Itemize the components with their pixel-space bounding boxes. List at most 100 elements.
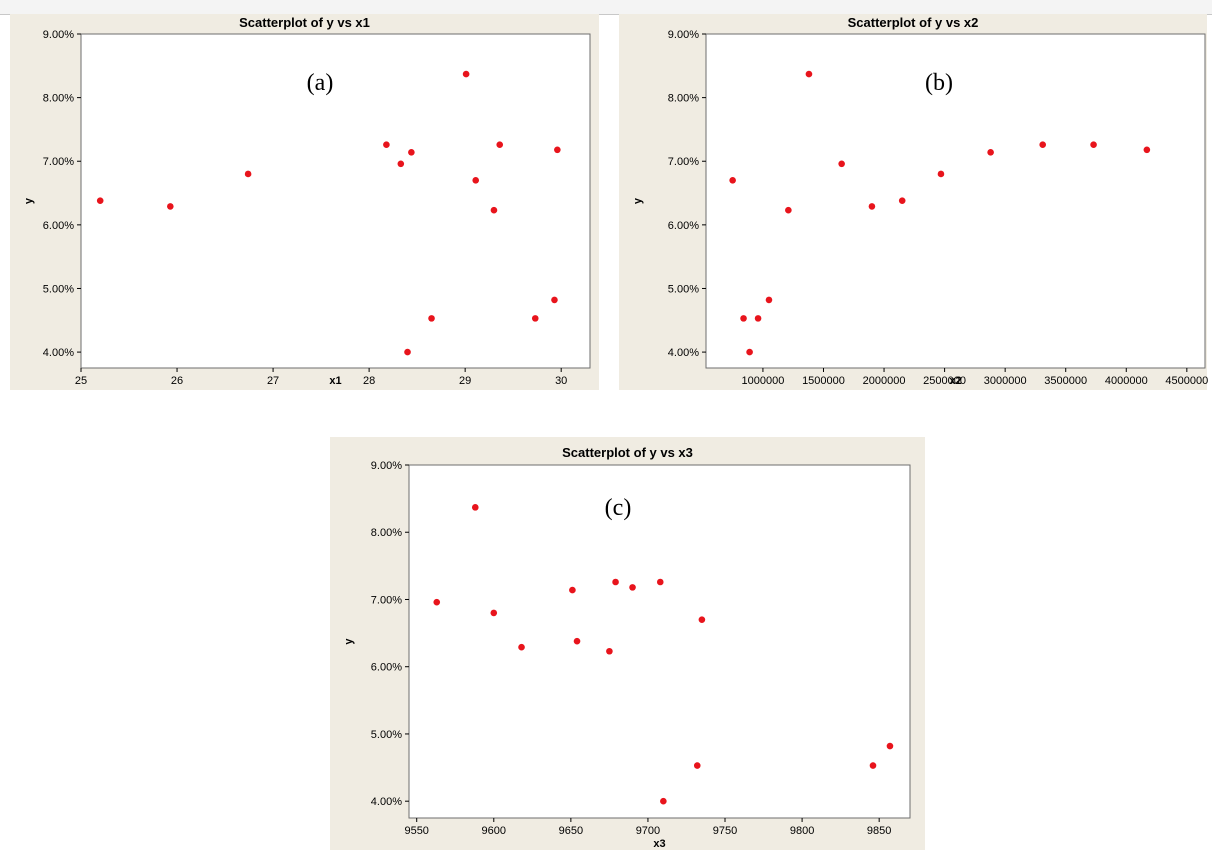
y-tick-label-x3: 5.00%	[371, 729, 402, 741]
x-tick-label-x1: 25	[75, 375, 87, 387]
scatterplot-x3-svg: Scatterplot of y vs x3 4.00% 5.00% 6.00% 7.0…	[343, 445, 911, 850]
y-tick-label-x1: 7.00%	[43, 156, 74, 168]
data-point-x2	[987, 149, 994, 156]
x-tick-label-x3: 9600	[482, 825, 506, 837]
y-axis-label-x1: y	[23, 197, 35, 204]
panel-label-x2: (b)	[925, 70, 953, 96]
x-tick-label-x2: 3500000	[1044, 375, 1087, 387]
data-point-x2	[754, 315, 762, 322]
x-tick-label-x1: 30	[555, 375, 567, 387]
data-point-x2	[805, 70, 813, 78]
data-point-x3	[693, 762, 701, 769]
data-point-x3	[518, 643, 525, 651]
data-point-x3	[629, 584, 636, 591]
data-point-x3	[471, 504, 479, 511]
y-tick-label-x2: 8.00%	[668, 93, 699, 105]
data-point-x1	[531, 315, 539, 322]
x-tick-label-x1: 29	[459, 375, 471, 387]
data-point-x2	[785, 206, 792, 214]
data-point-x3	[433, 598, 441, 606]
data-point-x1	[462, 70, 470, 78]
y-axis-label-x2: y	[632, 197, 644, 204]
x-tick-label-x1: 27	[267, 375, 279, 387]
x-tick-label-x2: 1000000	[742, 375, 785, 387]
x-tick-label-x2: 4000000	[1105, 375, 1148, 387]
y-tick-label-x1: 6.00%	[43, 220, 74, 232]
scatterplot-x2-svg: Scatterplot of y vs x2 4.00% 5.00% 6.00% 7.0…	[632, 15, 1208, 387]
y-tick-label-x2: 6.00%	[668, 220, 699, 232]
scatterplot-x1-svg: Scatterplot of y vs x1 4.00% 5.00% 6.00% 7.0…	[23, 15, 591, 387]
data-point-x3	[869, 762, 877, 769]
data-point-x1	[496, 141, 504, 148]
y-tick-label-x3: 6.00%	[371, 662, 402, 674]
ruler-strip	[0, 0, 1212, 15]
data-point-x1	[397, 160, 405, 168]
data-point-x1	[244, 170, 252, 178]
chart-title-x3: Scatterplot of y vs x3	[562, 445, 693, 460]
y-tick-label-x3: 4.00%	[371, 796, 402, 808]
y-tick-label-x1: 9.00%	[43, 29, 74, 41]
data-point-x1	[408, 149, 415, 156]
x-tick-label-x3: 9800	[790, 825, 814, 837]
y-tick-label-x2: 7.00%	[668, 156, 699, 168]
x-axis-label-x1: x1	[329, 375, 341, 387]
x-tick-label-x3: 9850	[867, 825, 891, 837]
x-tick-label-x2: 4500000	[1165, 375, 1208, 387]
plot-area-x2	[705, 33, 1206, 369]
data-point-x3	[612, 578, 619, 586]
data-point-x3	[886, 742, 894, 750]
data-point-x1	[428, 315, 435, 322]
y-axis-label-x3: y	[343, 638, 355, 645]
x-tick-label-x3: 9700	[636, 825, 660, 837]
data-point-x3	[490, 609, 498, 617]
data-point-x2	[868, 203, 876, 210]
y-tick-label-x3: 7.00%	[371, 594, 402, 606]
x-tick-label-x3: 9750	[713, 825, 737, 837]
x-tick-label-x2: 2500000	[923, 375, 966, 387]
y-tick-label-x3: 9.00%	[371, 460, 402, 472]
x-axis-label-x3: x3	[653, 838, 665, 850]
data-point-x1	[96, 197, 104, 204]
chart-title-x2: Scatterplot of y vs x2	[848, 15, 979, 30]
data-point-x3	[660, 797, 667, 805]
y-tick-label-x1: 5.00%	[43, 283, 74, 295]
x-tick-label-x2: 2000000	[863, 375, 906, 387]
y-tick-label-x3: 8.00%	[371, 527, 402, 539]
x-tick-label-x3: 9650	[559, 825, 583, 837]
data-point-x1	[167, 203, 174, 210]
y-tick-label-x1: 8.00%	[43, 93, 74, 105]
data-point-x2	[937, 170, 945, 178]
plot-area-x3	[408, 464, 911, 819]
data-point-x2	[729, 177, 736, 184]
x-tick-label-x2: 3000000	[984, 375, 1027, 387]
data-point-x1	[383, 141, 390, 148]
scatterplot-x1-panel: Scatterplot of y vs x1 4.00% 5.00% 6.00% 7.0…	[10, 14, 599, 390]
scatterplot-x2-panel: Scatterplot of y vs x2 4.00% 5.00% 6.00% 7.0…	[619, 14, 1208, 390]
x-tick-label-x3: 9550	[404, 825, 428, 837]
x-tick-label-x1: 28	[363, 375, 375, 387]
scatterplot-x3-panel: Scatterplot of y vs x3 4.00% 5.00% 6.00% 7.0…	[330, 437, 925, 850]
y-tick-label-x1: 4.00%	[43, 347, 74, 359]
chart-title-x1: Scatterplot of y vs x1	[239, 15, 370, 30]
data-point-x3	[569, 586, 576, 594]
panel-label-x1: (a)	[307, 70, 334, 96]
y-tick-label-x2: 9.00%	[668, 29, 699, 41]
y-tick-label-x2: 4.00%	[668, 347, 699, 359]
data-point-x2	[746, 348, 753, 356]
data-point-x3	[606, 647, 613, 655]
data-point-x2	[898, 197, 906, 204]
plot-area-x1	[80, 33, 591, 369]
data-point-x1	[551, 296, 558, 304]
y-tick-label-x2: 5.00%	[668, 283, 699, 295]
x-tick-label-x2: 1500000	[802, 375, 845, 387]
data-point-x3	[698, 616, 706, 623]
x-axis-label-x2: x2	[949, 375, 961, 387]
data-point-x1	[554, 146, 561, 154]
data-point-x2	[1039, 141, 1047, 148]
x-tick-label-x1: 26	[171, 375, 183, 387]
data-point-x3	[656, 578, 664, 586]
data-point-x1	[404, 348, 411, 356]
data-point-x3	[573, 637, 581, 645]
panel-label-x3: (c)	[605, 495, 632, 521]
data-point-x2	[1090, 141, 1097, 148]
